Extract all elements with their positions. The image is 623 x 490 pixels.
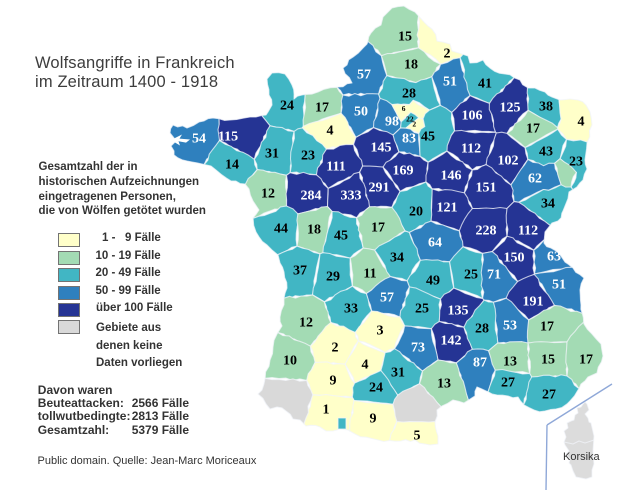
- svg-text:106: 106: [462, 109, 483, 124]
- svg-text:38: 38: [539, 100, 553, 115]
- svg-text:17: 17: [371, 221, 385, 236]
- svg-text:37: 37: [293, 264, 307, 279]
- svg-text:87: 87: [473, 356, 487, 371]
- svg-text:145: 145: [371, 141, 392, 156]
- svg-text:22: 22: [406, 115, 414, 124]
- svg-text:9: 9: [370, 412, 377, 427]
- svg-text:62: 62: [528, 172, 542, 187]
- svg-text:142: 142: [441, 334, 462, 349]
- svg-text:333: 333: [341, 189, 362, 204]
- svg-text:17: 17: [526, 122, 540, 137]
- svg-text:169: 169: [393, 164, 414, 179]
- svg-text:25: 25: [415, 302, 429, 317]
- svg-text:12: 12: [299, 316, 313, 331]
- svg-text:121: 121: [437, 201, 458, 216]
- svg-text:13: 13: [503, 355, 517, 370]
- svg-text:151: 151: [476, 181, 497, 196]
- svg-text:71: 71: [487, 268, 501, 283]
- svg-text:43: 43: [539, 145, 553, 160]
- svg-text:27: 27: [501, 376, 515, 391]
- svg-text:17: 17: [315, 101, 329, 116]
- svg-text:102: 102: [498, 154, 519, 169]
- svg-text:51: 51: [443, 75, 457, 90]
- svg-text:191: 191: [523, 295, 544, 310]
- svg-text:23: 23: [569, 155, 583, 170]
- svg-text:24: 24: [369, 381, 383, 396]
- svg-text:73: 73: [411, 341, 425, 356]
- svg-text:63: 63: [547, 250, 561, 265]
- svg-text:45: 45: [334, 229, 348, 244]
- svg-text:27: 27: [542, 388, 556, 403]
- svg-text:228: 228: [476, 224, 497, 239]
- svg-text:2: 2: [412, 120, 416, 129]
- svg-text:25: 25: [464, 268, 478, 283]
- svg-text:49: 49: [426, 274, 440, 289]
- svg-text:13: 13: [437, 377, 451, 392]
- svg-text:15: 15: [398, 30, 412, 45]
- svg-text:2: 2: [444, 47, 451, 62]
- svg-text:135: 135: [448, 304, 469, 319]
- svg-text:33: 33: [344, 302, 358, 317]
- svg-text:51: 51: [552, 278, 566, 293]
- svg-text:11: 11: [363, 267, 376, 282]
- svg-text:5: 5: [414, 429, 421, 444]
- svg-text:10: 10: [283, 354, 297, 369]
- svg-text:111: 111: [326, 160, 345, 175]
- svg-text:18: 18: [307, 223, 321, 238]
- svg-text:24: 24: [280, 99, 294, 114]
- svg-text:31: 31: [391, 366, 405, 381]
- svg-text:17: 17: [540, 320, 554, 335]
- svg-text:14: 14: [225, 158, 239, 173]
- svg-text:3: 3: [377, 324, 384, 339]
- svg-text:98: 98: [385, 115, 399, 130]
- svg-text:31: 31: [265, 147, 279, 162]
- svg-text:291: 291: [369, 181, 390, 196]
- svg-text:28: 28: [402, 87, 416, 102]
- svg-text:4: 4: [362, 358, 369, 373]
- svg-text:125: 125: [500, 101, 521, 116]
- svg-text:112: 112: [518, 224, 538, 239]
- svg-text:64: 64: [428, 236, 442, 251]
- svg-text:57: 57: [357, 68, 371, 83]
- svg-text:53: 53: [503, 319, 517, 334]
- svg-text:2: 2: [332, 341, 339, 356]
- svg-text:23: 23: [301, 149, 315, 164]
- svg-text:29: 29: [326, 270, 340, 285]
- svg-text:28: 28: [475, 322, 489, 337]
- svg-text:6: 6: [402, 104, 406, 113]
- svg-text:41: 41: [478, 77, 492, 92]
- svg-text:146: 146: [441, 169, 462, 184]
- svg-text:54: 54: [192, 132, 206, 147]
- svg-text:4: 4: [327, 124, 334, 139]
- svg-text:45: 45: [421, 130, 435, 145]
- svg-text:57: 57: [380, 291, 394, 306]
- svg-text:50: 50: [354, 105, 368, 120]
- svg-text:34: 34: [541, 197, 555, 212]
- svg-text:1: 1: [323, 403, 330, 418]
- svg-text:17: 17: [579, 353, 593, 368]
- svg-text:4: 4: [578, 115, 585, 130]
- svg-text:115: 115: [218, 130, 238, 145]
- svg-text:44: 44: [274, 222, 288, 237]
- svg-text:9: 9: [330, 374, 337, 389]
- svg-text:83: 83: [402, 132, 416, 147]
- svg-text:112: 112: [461, 142, 481, 157]
- svg-text:18: 18: [404, 58, 418, 73]
- svg-text:34: 34: [390, 251, 404, 266]
- svg-text:12: 12: [261, 187, 275, 202]
- svg-text:284: 284: [301, 189, 322, 204]
- svg-text:15: 15: [541, 353, 555, 368]
- svg-text:150: 150: [504, 251, 525, 266]
- svg-text:20: 20: [409, 205, 423, 220]
